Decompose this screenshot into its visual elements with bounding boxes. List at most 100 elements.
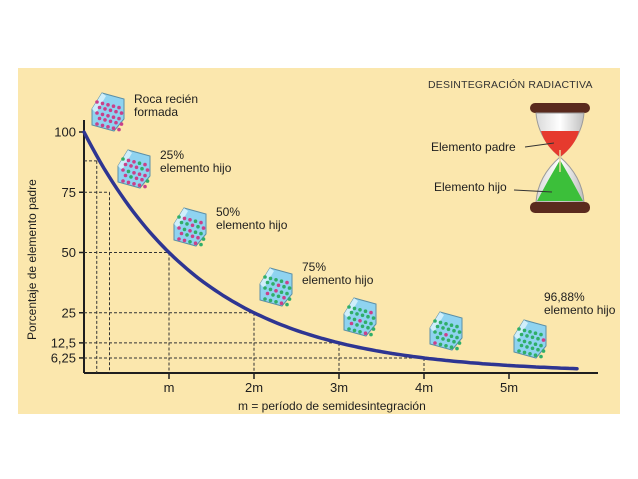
- crystal-dot: [196, 235, 200, 240]
- crystal-dot: [441, 326, 445, 330]
- crystal-dot: [126, 169, 131, 174]
- crystal-dot: [111, 115, 116, 119]
- x-tick-label: m: [164, 380, 175, 395]
- crystal-dot: [129, 175, 133, 179]
- crystal-dot: [536, 347, 540, 352]
- crystal-dot: [358, 308, 362, 312]
- crystal-dot: [276, 283, 281, 288]
- crystal-dot: [449, 345, 454, 350]
- crystal-dot: [145, 168, 150, 172]
- x-ticks: m 2m 3m 4m 5m: [164, 373, 518, 395]
- crystal-dot: [533, 331, 538, 336]
- crystal-dot: [100, 101, 105, 106]
- crystal-dot: [117, 127, 121, 132]
- crystal-dot: [519, 343, 524, 348]
- crystal-icon: [259, 267, 293, 307]
- crystal-highlight: [260, 268, 274, 288]
- crystal-dot: [282, 295, 286, 300]
- annotation-9688-line2: elemento hijo: [544, 303, 616, 317]
- crystal-icon: [117, 149, 151, 189]
- annotation-25-line1: 25%: [160, 148, 184, 162]
- crystal-dot: [358, 330, 362, 334]
- crystal-dot: [143, 184, 147, 189]
- crystal-dot: [199, 242, 203, 247]
- crystal-dot: [182, 216, 187, 221]
- crystal-dot: [541, 349, 546, 353]
- crystal-dot: [193, 230, 198, 234]
- crystal-dot: [452, 328, 456, 333]
- crystal-dot: [177, 226, 181, 230]
- crystal-dot: [177, 215, 181, 219]
- crystal-dot: [137, 161, 142, 165]
- crystal-dot: [268, 287, 273, 292]
- crystal-dot: [369, 310, 373, 315]
- crystal-dot: [185, 233, 189, 237]
- crystal-dot: [126, 180, 131, 185]
- crystal-dot: [100, 112, 105, 117]
- crystal-dot: [363, 320, 368, 325]
- crystal-dot: [347, 316, 351, 320]
- y-tick-label: 75: [62, 185, 76, 200]
- y-tick-label: 100: [54, 125, 76, 140]
- crystal-dot: [179, 220, 184, 225]
- crystal-dot: [457, 330, 462, 334]
- annotation-new-rock-line2: formada: [134, 105, 178, 119]
- x-tick-label: 4m: [415, 380, 433, 395]
- crystal-dot: [539, 354, 543, 359]
- crystal-dot: [100, 123, 105, 128]
- crystal-icon: [513, 319, 547, 359]
- crystal-dot: [117, 105, 121, 110]
- crystal-icon: [343, 297, 377, 337]
- crystal-dot: [279, 279, 284, 284]
- crystal-dot: [455, 324, 459, 329]
- crystal-dot: [106, 103, 110, 107]
- crystal-dot: [271, 293, 275, 297]
- crystal-dot: [285, 280, 289, 285]
- crystal-dot: [533, 342, 538, 347]
- crystal-dot: [528, 330, 532, 334]
- y-tick-label: 50: [62, 245, 76, 260]
- crystal-icon: [173, 207, 207, 247]
- crystal-icon: [429, 311, 463, 351]
- hourglass-icon: [530, 103, 590, 213]
- crystal-dot: [539, 332, 543, 337]
- crystal-dot: [134, 165, 139, 170]
- crystal-highlight: [514, 320, 528, 340]
- crystal-dot: [347, 305, 351, 309]
- crystal-dot: [134, 176, 139, 181]
- annotation-9688-line1: 96,88%: [544, 290, 585, 304]
- crystal-dot: [533, 353, 538, 358]
- crystal-dot: [143, 162, 147, 167]
- crystal-dot: [103, 107, 107, 111]
- crystal-dot: [347, 327, 351, 331]
- crystal-dot: [182, 227, 187, 232]
- crystal-dot: [190, 234, 195, 239]
- crystal-dot: [103, 118, 107, 122]
- crystal-dot: [279, 290, 284, 295]
- crystal-dot: [263, 286, 267, 290]
- crystal-dot: [358, 319, 362, 323]
- crystal-dot: [369, 321, 373, 326]
- crystal-dot: [121, 179, 125, 183]
- child-sand: [537, 160, 583, 201]
- crystal-dot: [285, 291, 289, 296]
- x-tick-label: 3m: [330, 380, 348, 395]
- crystal-dot: [271, 282, 275, 286]
- x-tick-label: 2m: [245, 380, 263, 395]
- crystal-dot: [182, 238, 187, 243]
- crystal-dot: [193, 241, 198, 245]
- crystal-dot: [522, 350, 527, 355]
- crystal-dot: [268, 298, 273, 303]
- crystal-dot: [360, 324, 365, 329]
- crystal-dot: [366, 314, 370, 319]
- crystal-dot: [452, 339, 456, 344]
- crystal-dot: [536, 336, 540, 341]
- crystal-dot: [525, 334, 529, 338]
- crystal-dot: [143, 173, 147, 178]
- crystal-dot: [279, 301, 284, 306]
- crystal-dot: [363, 331, 368, 336]
- crystal-dot: [263, 275, 267, 279]
- crystal-dot: [201, 237, 206, 241]
- crystal-dot: [117, 116, 121, 121]
